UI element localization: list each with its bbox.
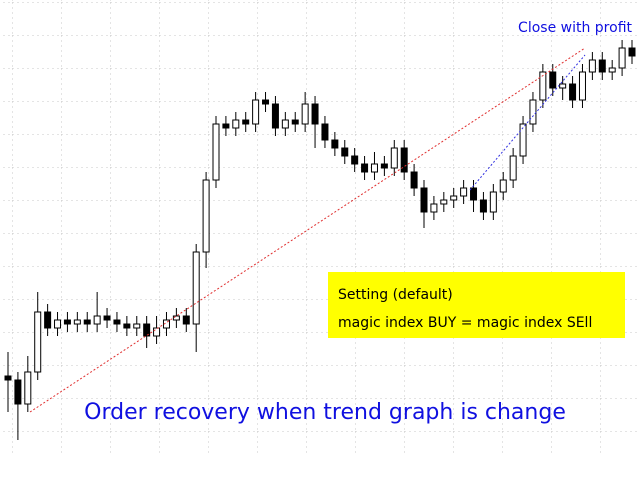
candle-body (123, 323, 131, 329)
candle-body (559, 83, 567, 89)
candle-body (450, 195, 458, 201)
candle-body (578, 71, 586, 101)
candle-body (262, 99, 270, 105)
candle-body (549, 71, 557, 89)
candle-body (519, 123, 527, 157)
candle-body (390, 147, 398, 169)
candle-body (539, 71, 547, 101)
candle-body (172, 315, 180, 321)
candle-body (153, 327, 161, 337)
candle-body (321, 123, 329, 141)
setting-label: Setting (default) (338, 287, 453, 303)
magic-label: magic index BUY = magic index SEll (338, 315, 592, 331)
candle-body (588, 59, 596, 73)
candle-body (281, 119, 289, 129)
candle-body (73, 319, 81, 325)
candle-body (618, 47, 626, 69)
candle-body (361, 163, 369, 173)
candle-body (400, 147, 408, 173)
candle-body (103, 315, 111, 321)
candle-body (341, 147, 349, 157)
candle-body (351, 155, 359, 165)
candle-body (182, 315, 190, 325)
candle-body (380, 163, 388, 169)
candles (4, 40, 636, 440)
candle-body (133, 323, 141, 329)
candle-body (430, 203, 438, 213)
candle-body (202, 179, 210, 253)
candle-body (143, 323, 151, 337)
candle-body (628, 47, 636, 57)
candle-body (291, 119, 299, 125)
candle-body (440, 199, 448, 205)
trend-line-blue (469, 54, 586, 191)
candle-body (301, 103, 309, 125)
candle-body (608, 67, 616, 73)
candle-body (509, 155, 517, 181)
candle-body (529, 99, 537, 125)
candle-body (192, 251, 200, 325)
candle-body (569, 83, 577, 101)
candle-body (162, 319, 170, 329)
candle-body (598, 59, 606, 73)
candle-body (14, 379, 22, 405)
setting-box (328, 272, 625, 338)
candle-body (499, 179, 507, 193)
candle-body (212, 123, 220, 181)
candle-body (222, 123, 230, 129)
grid (0, 0, 640, 455)
candle-body (242, 119, 250, 125)
candle-body (24, 371, 32, 405)
candle-body (370, 163, 378, 173)
candle-body (232, 119, 240, 129)
candle-body (331, 139, 339, 149)
candle-body (83, 319, 91, 325)
caption: Order recovery when trend graph is chang… (84, 400, 566, 425)
candle-body (93, 315, 101, 325)
candle-body (470, 187, 478, 201)
candle-body (410, 171, 418, 189)
candle-body (420, 187, 428, 213)
candle-body (489, 191, 497, 213)
candle-body (311, 103, 319, 125)
candle-body (479, 199, 487, 213)
candle-body (44, 311, 52, 329)
close-label: Close with profit (518, 20, 632, 36)
candle-body (34, 311, 42, 373)
candle-body (4, 375, 12, 381)
candle-body (460, 187, 468, 197)
trend-line-red (29, 47, 586, 413)
candle-body (113, 319, 121, 325)
candle-body (252, 99, 260, 125)
candle-body (271, 103, 279, 129)
candle-body (54, 319, 62, 329)
candle-body (63, 319, 71, 325)
